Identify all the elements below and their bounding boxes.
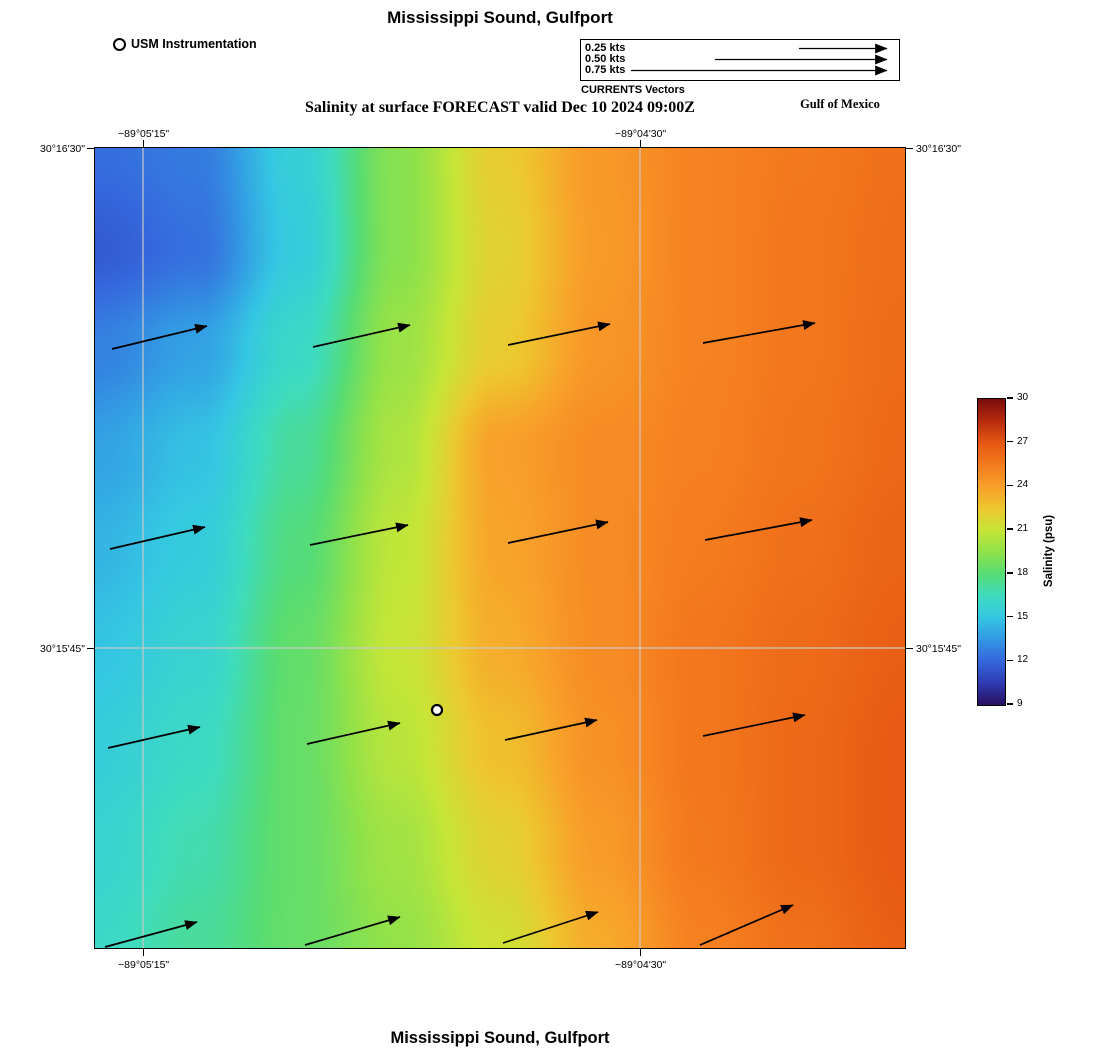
colorbar-tick xyxy=(1006,659,1013,661)
axis-tick-bottom xyxy=(142,949,145,957)
current-vector-arrow xyxy=(111,323,208,350)
current-vector-arrow xyxy=(702,712,806,737)
vector-speed-label-050: 0.50 kts xyxy=(585,53,626,65)
current-vector-arrow xyxy=(507,321,611,346)
colorbar-tick-label: 24 xyxy=(1017,479,1029,491)
colorbar-tick xyxy=(1006,615,1013,618)
axis-tick-right xyxy=(906,647,914,650)
lon-tick-label-top: −89°04'30" xyxy=(615,128,667,140)
station-circle-icon xyxy=(113,37,126,51)
colorbar-tick xyxy=(1006,572,1013,574)
colorbar-tick xyxy=(1006,484,1013,487)
lon-tick-label-bottom: −89°05'15" xyxy=(118,959,170,971)
current-vector-arrow xyxy=(502,910,599,944)
forecast-subtitle: Salinity at surface FORECAST valid Dec 1… xyxy=(305,99,695,116)
page-title: Mississippi Sound, Gulfport xyxy=(387,8,613,27)
lat-tick-label-left: 30°15'45" xyxy=(40,642,85,655)
colorbar-tick-label: 21 xyxy=(1017,523,1029,535)
colorbar-tick xyxy=(1006,528,1013,530)
axis-tick-left xyxy=(87,147,94,150)
usm-station-marker xyxy=(430,703,444,717)
axis-tick-right xyxy=(906,147,914,150)
axis-tick-left xyxy=(87,647,94,650)
current-vector-arrow xyxy=(704,517,813,541)
current-vector-arrow xyxy=(312,322,411,348)
current-vector-arrow xyxy=(104,920,198,948)
usm-instrumentation-legend: USM Instrumentation xyxy=(113,37,257,51)
vector-speed-label-025: 0.25 kts xyxy=(585,42,626,54)
current-vector-arrow xyxy=(306,720,401,745)
colorbar-tick xyxy=(1006,703,1013,705)
colorbar-tick-label: 12 xyxy=(1017,654,1029,666)
lon-tick-label-bottom: −89°04'30" xyxy=(615,959,667,971)
colorbar-tick-label: 27 xyxy=(1017,435,1029,447)
colorbar-tick xyxy=(1006,441,1013,443)
lon-tick-label-top: −89°05'15" xyxy=(118,128,170,140)
salinity-field-canvas xyxy=(95,148,905,948)
vector-scale-arrows xyxy=(631,43,888,76)
bottom-title: Mississippi Sound, Gulfport xyxy=(390,1029,610,1047)
current-vector-arrow xyxy=(304,915,401,946)
current-vector-arrow xyxy=(109,524,206,550)
usm-legend-label: USM Instrumentation xyxy=(131,37,257,51)
colorbar-title: Salinity (psu) xyxy=(1043,514,1055,588)
current-vector-legend-box: 0.25 kts 0.50 kts 0.75 kts xyxy=(580,39,900,81)
vector-speed-label-075: 0.75 kts xyxy=(585,64,626,76)
current-vector-arrow xyxy=(699,904,794,946)
axis-tick-top xyxy=(639,140,642,147)
axis-tick-top xyxy=(142,140,145,147)
current-vector-arrow xyxy=(504,717,598,741)
colorbar xyxy=(977,398,1006,706)
colorbar-tick-label: 30 xyxy=(1017,392,1029,403)
colorbar-tick-label: 9 xyxy=(1017,698,1023,709)
current-vector-arrow xyxy=(507,519,609,544)
lat-tick-label-left: 30°16'30" xyxy=(40,142,85,155)
salinity-heatmap xyxy=(94,147,906,949)
lat-tick-label-right: 30°15'45" xyxy=(916,642,961,655)
colorbar-tick-label: 15 xyxy=(1017,610,1029,622)
colorbar-tick xyxy=(1006,397,1013,399)
current-vector-arrow xyxy=(702,320,816,344)
lat-tick-label-right: 30°16'30" xyxy=(916,142,961,155)
map-overlay xyxy=(95,148,905,948)
current-vector-arrow xyxy=(309,522,409,546)
vectors-caption: CURRENTS Vectors xyxy=(581,84,685,96)
axis-tick-bottom xyxy=(639,949,642,957)
region-label: Gulf of Mexico xyxy=(800,97,880,111)
current-vector-arrow xyxy=(107,724,201,749)
colorbar-tick-label: 18 xyxy=(1017,566,1029,578)
colorbar-canvas xyxy=(978,399,1005,705)
